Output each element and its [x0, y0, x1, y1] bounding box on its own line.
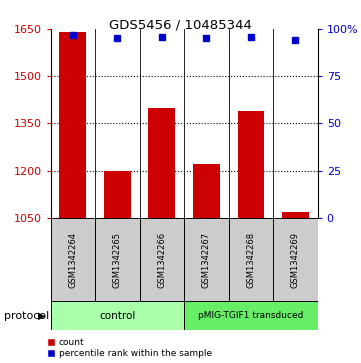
Text: protocol: protocol: [4, 311, 49, 321]
Bar: [184, 218, 229, 301]
Bar: [51, 301, 184, 330]
Bar: [148, 108, 175, 218]
Bar: [184, 301, 318, 330]
Bar: [104, 171, 131, 218]
Text: pMIG-TGIF1 transduced: pMIG-TGIF1 transduced: [198, 311, 304, 320]
Bar: [95, 218, 140, 301]
Text: GSM1342265: GSM1342265: [113, 232, 122, 287]
Text: GSM1342268: GSM1342268: [247, 232, 255, 287]
Bar: [60, 32, 86, 218]
Text: ▶: ▶: [38, 311, 45, 321]
Bar: [229, 218, 273, 301]
Bar: [282, 212, 309, 218]
Bar: [273, 218, 318, 301]
Bar: [193, 164, 220, 218]
Text: GSM1342269: GSM1342269: [291, 232, 300, 287]
Bar: [238, 111, 264, 218]
Legend: count, percentile rank within the sample: count, percentile rank within the sample: [48, 338, 212, 359]
Text: GSM1342264: GSM1342264: [68, 232, 77, 287]
Text: GSM1342266: GSM1342266: [157, 232, 166, 287]
Bar: [51, 218, 95, 301]
Bar: [140, 218, 184, 301]
Text: control: control: [99, 311, 135, 321]
Text: GDS5456 / 10485344: GDS5456 / 10485344: [109, 18, 252, 31]
Text: GSM1342267: GSM1342267: [202, 232, 211, 287]
